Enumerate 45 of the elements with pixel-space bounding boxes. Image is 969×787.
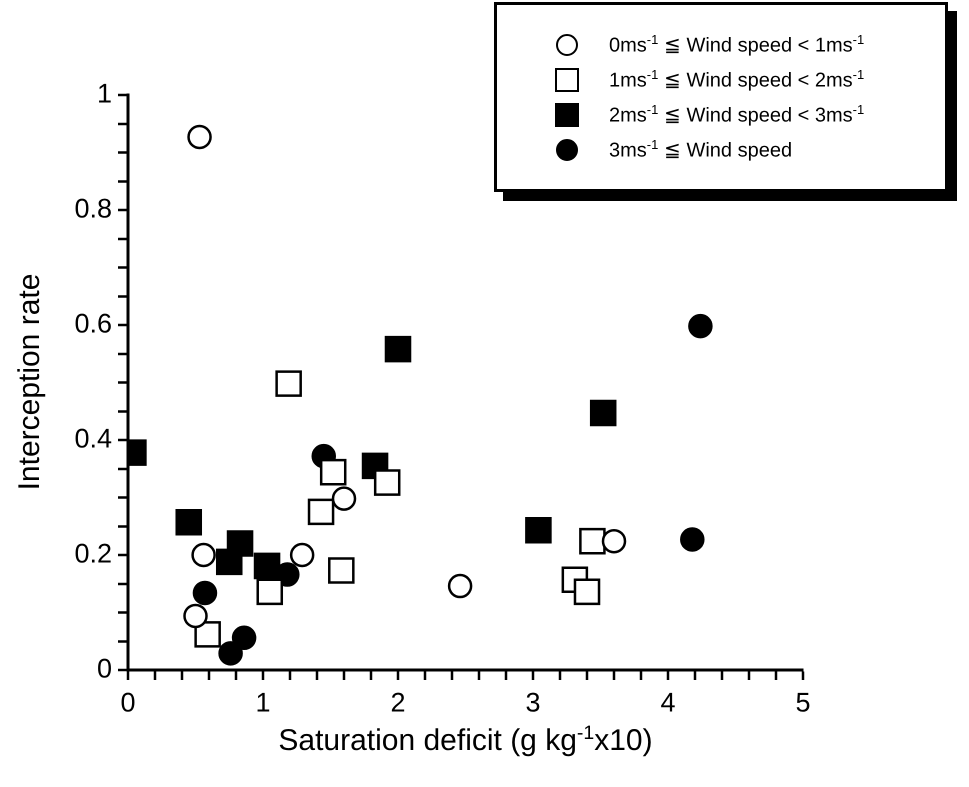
x-tick-label: 2 (390, 688, 406, 718)
y-tick-label: 0.4 (74, 423, 112, 454)
point (374, 469, 400, 496)
point (688, 314, 713, 338)
legend-label: 1ms$^{-1}$ ≦ Wind speed < 2ms$^{-1}$ (609, 66, 864, 92)
legend-label: 3ms$^{-1}$ ≦ Wind speed (609, 136, 792, 162)
x-tick-label: 0 (120, 688, 136, 718)
point (290, 542, 314, 568)
point (183, 604, 208, 628)
point (320, 458, 346, 486)
point (256, 578, 284, 606)
legend-label: 0ms$^{-1}$ ≦ Wind speed < 1ms$^{-1}$ (609, 32, 864, 58)
point (232, 626, 256, 650)
point (275, 370, 302, 397)
x-axis-title: Saturation deficit (g kg$^{-1}$x10) (277, 722, 654, 758)
y-tick-label: 1 (96, 78, 112, 108)
point (574, 578, 600, 606)
legend-label: 2ms$^{-1}$ ≦ Wind speed < 3ms$^{-1}$ (609, 102, 864, 128)
point (218, 641, 243, 666)
point (602, 528, 626, 554)
y-tick-label: 0.6 (74, 308, 112, 338)
x-tick-label: 4 (660, 688, 676, 718)
point (328, 557, 355, 584)
point (216, 548, 243, 576)
x-tick-label: 3 (525, 688, 541, 718)
point (590, 400, 616, 426)
y-tick-label: 0.8 (74, 193, 112, 224)
point (308, 498, 334, 526)
point (525, 517, 552, 544)
point (194, 621, 221, 648)
point (191, 542, 216, 568)
x-tick-label: 1 (255, 688, 271, 718)
y-tick-label: 0 (96, 653, 112, 684)
point (448, 574, 472, 598)
point (175, 508, 202, 536)
y-tick-label: 0.2 (74, 538, 112, 568)
point (384, 336, 412, 362)
point (680, 527, 705, 552)
point (254, 552, 280, 580)
x-tick-label: 5 (795, 688, 811, 718)
point (332, 486, 356, 511)
point (579, 528, 606, 554)
point (187, 124, 212, 150)
point (192, 580, 218, 606)
y-axis-title: Interception rate (13, 274, 47, 490)
